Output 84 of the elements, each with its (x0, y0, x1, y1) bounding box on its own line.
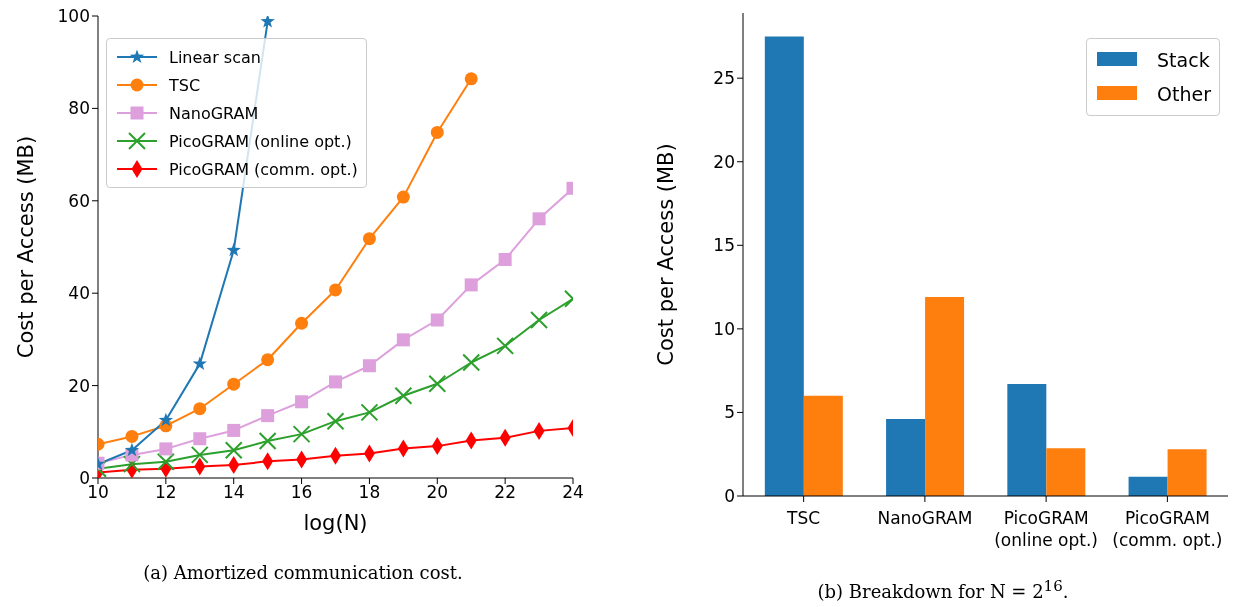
x-tick-label: PicoGRAM (online opt.) (994, 508, 1099, 550)
legend-label: PicoGRAM (online opt.) (169, 131, 352, 151)
y-axis-title: Cost per Access (MB) (654, 143, 679, 366)
point (227, 377, 241, 391)
point (122, 455, 141, 474)
x-tick-label: 18 (358, 482, 381, 503)
point (532, 212, 546, 226)
point (396, 190, 410, 204)
point (261, 353, 275, 367)
x-tick-label: 16 (290, 482, 313, 503)
point (226, 242, 241, 257)
point (258, 432, 277, 451)
bar (764, 36, 804, 496)
y-tick-label: 100 (57, 6, 90, 27)
point (430, 313, 444, 327)
point (192, 356, 207, 370)
point (193, 402, 207, 416)
point (125, 429, 139, 443)
point (496, 336, 515, 355)
bar (1007, 384, 1047, 496)
point (156, 452, 175, 471)
point (158, 412, 173, 427)
point (360, 403, 379, 422)
x-tick-label: 14 (222, 482, 245, 503)
bar (1167, 449, 1207, 496)
point (498, 252, 512, 266)
point (159, 442, 173, 456)
y-tick-label: 10 (713, 318, 735, 339)
point (224, 441, 243, 460)
x-axis-title: log(N) (303, 511, 368, 535)
point (292, 425, 311, 444)
x-tick-label: 20 (426, 482, 449, 503)
bar (886, 419, 926, 496)
point (326, 412, 345, 431)
point (190, 445, 209, 464)
y-tick-label: 15 (713, 235, 735, 256)
point (396, 333, 410, 347)
bar (925, 297, 965, 496)
y-tick-label: 40 (68, 283, 90, 304)
y-tick-label: 20 (68, 375, 90, 396)
point (464, 278, 478, 292)
legend-label: PicoGRAM (comm. opt.) (169, 159, 358, 179)
legend-label: NanoGRAM (169, 103, 259, 123)
y-tick-label: 60 (68, 190, 90, 211)
point (261, 409, 275, 423)
legend-label: Linear scan (169, 47, 261, 67)
x-tick-label: NanoGRAM (877, 508, 973, 528)
x-tick-label: PicoGRAM (comm. opt.) (1112, 508, 1223, 550)
x-tick-label: 10 (87, 482, 109, 503)
y-tick-label: 80 (68, 98, 90, 119)
point (227, 423, 241, 437)
y-tick-label: 20 (713, 151, 735, 172)
y-tick-label: 25 (713, 68, 735, 89)
y-tick-label: 0 (79, 468, 90, 489)
point (462, 353, 481, 372)
point (260, 16, 275, 28)
x-tick-label: 24 (562, 482, 584, 503)
bar (1128, 476, 1168, 496)
point (193, 432, 207, 446)
bar (803, 395, 843, 496)
text: (b) Breakdown for N = 2$^{16}$. (816, 577, 1070, 602)
text: (a) Amortized communication cost. (142, 562, 464, 583)
legend-label: Other (1157, 83, 1211, 105)
x-tick-label: TSC (786, 508, 821, 528)
y-axis-title: Cost per Access (MB) (14, 135, 39, 359)
point (430, 125, 444, 139)
point (362, 359, 376, 373)
x-tick-label: 22 (494, 482, 516, 503)
point (394, 386, 413, 405)
y-tick-label: 5 (724, 402, 735, 423)
bar (1046, 448, 1086, 496)
y-tick-label: 0 (724, 486, 735, 507)
point (295, 395, 309, 409)
point (362, 232, 376, 246)
point (124, 442, 140, 457)
point (329, 283, 342, 297)
point (464, 72, 478, 86)
point (428, 374, 447, 393)
point (329, 375, 342, 389)
legend-label: TSC (169, 75, 201, 95)
point (530, 311, 549, 329)
point (295, 316, 309, 330)
x-tick-label: 12 (155, 482, 177, 503)
legend-label: Stack (1157, 49, 1210, 71)
